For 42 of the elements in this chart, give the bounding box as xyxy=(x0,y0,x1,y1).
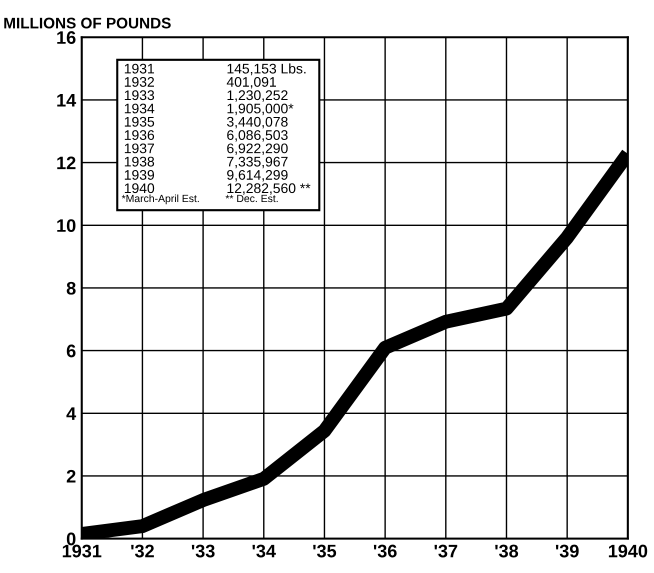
y-tick-label: 8 xyxy=(66,282,76,295)
annotation: *March-April Est. xyxy=(122,194,199,204)
y-tick-label: 16 xyxy=(57,31,76,44)
x-tick-label: '39 xyxy=(556,544,579,558)
x-tick-label: '38 xyxy=(495,544,518,558)
annotation: 1934 xyxy=(124,104,154,114)
y-tick-label: 12 xyxy=(57,156,76,170)
annotation: 3,440,078 xyxy=(226,116,288,128)
x-tick-label: '35 xyxy=(313,544,336,558)
x-tick-label: '33 xyxy=(192,544,215,558)
annotation: 6,086,503 xyxy=(227,130,288,142)
y-tick-label: 10 xyxy=(57,219,76,232)
y-tick-label: 2 xyxy=(66,470,76,482)
y-axis-title: MILLIONS OF POUNDS xyxy=(4,18,171,28)
annotation: 401,091 xyxy=(226,77,276,88)
annotation: 1935 xyxy=(124,116,154,127)
annotation: 1936 xyxy=(124,130,154,140)
annotation: 9,614,299 xyxy=(227,170,288,182)
annotation: 1937 xyxy=(124,143,154,154)
y-tick-label: 14 xyxy=(57,94,76,106)
annotation: ** Dec. Est. xyxy=(226,194,278,202)
x-tick-label: '37 xyxy=(434,544,458,558)
annotation: 1931 xyxy=(124,64,154,74)
annotation: 1940 xyxy=(124,183,154,194)
x-tick-label: 1931 xyxy=(62,544,102,558)
annotation: 1939 xyxy=(124,170,154,180)
annotation: 1,905,000* xyxy=(228,104,294,116)
y-tick-label: 6 xyxy=(66,344,76,358)
annotation: 1933 xyxy=(124,90,154,100)
y-tick-label: 4 xyxy=(66,407,76,420)
x-tick-label: '34 xyxy=(252,544,276,558)
y-tick-label: 0 xyxy=(66,532,76,546)
annotation: 12,282,560 ** xyxy=(228,183,310,195)
x-tick-label: '36 xyxy=(374,544,397,558)
annotation: 1,230,252 xyxy=(228,90,288,102)
annotation: 7,335,967 xyxy=(227,156,288,168)
x-tick-label: '32 xyxy=(131,544,154,558)
annotation: 1932 xyxy=(124,77,154,87)
x-tick-label: 1940 xyxy=(608,544,648,558)
annotation: 1938 xyxy=(124,156,154,167)
annotation: 145,153 Lbs. xyxy=(228,63,306,76)
annotation: 6,922,290 xyxy=(227,143,288,155)
